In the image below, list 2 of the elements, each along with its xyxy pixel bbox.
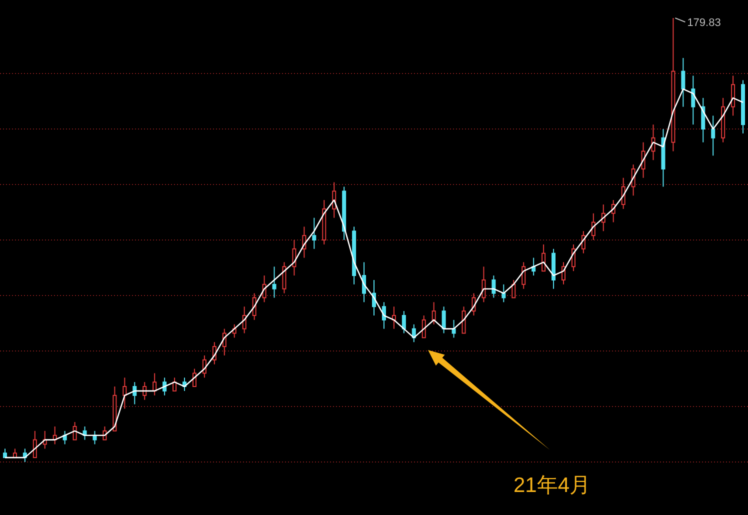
text: 21年4月 <box>513 474 591 497</box>
annotation: 179.83 <box>687 17 721 29</box>
